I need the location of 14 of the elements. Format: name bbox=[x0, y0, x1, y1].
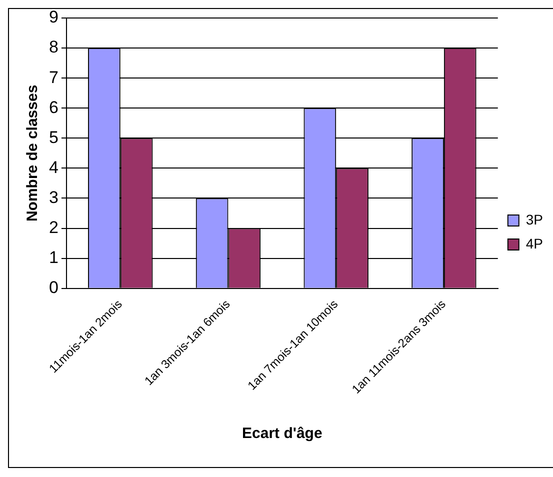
legend-label: 3P bbox=[526, 211, 543, 228]
y-tick-label: 3 bbox=[48, 188, 58, 207]
y-tick-label: 8 bbox=[48, 38, 58, 57]
y-tick-label: 6 bbox=[48, 98, 58, 117]
y-tick-label: 9 bbox=[48, 8, 58, 27]
x-axis-title: Ecart d'âge bbox=[242, 425, 322, 442]
y-tick-label: 1 bbox=[48, 248, 58, 268]
y-tick-label: 5 bbox=[48, 128, 58, 147]
y-tick-label: 2 bbox=[48, 218, 58, 237]
y-tick-label: 0 bbox=[48, 278, 58, 298]
y-tick-label: 7 bbox=[48, 68, 58, 87]
y-tick-label: 4 bbox=[48, 158, 58, 177]
legend-label: 4P bbox=[526, 235, 543, 252]
y-axis-title: Nombre de classes bbox=[24, 84, 42, 222]
